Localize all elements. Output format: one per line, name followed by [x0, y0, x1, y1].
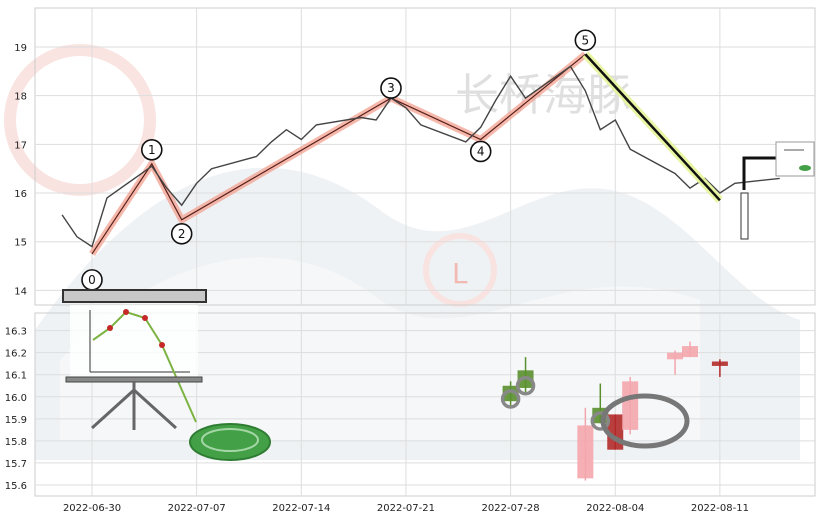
grid-lines	[35, 8, 815, 496]
candle-body	[711, 361, 728, 366]
wave-point-marker	[170, 222, 193, 245]
y-tick-label: 15.8	[5, 437, 27, 448]
top-y-axis: 14 15 16 17 18 19	[14, 43, 27, 297]
wave-point-5: 5	[574, 29, 597, 52]
y-tick-label: 16.3	[5, 327, 27, 338]
x-axis: 2022-06-30 2022-07-07 2022-07-14 2022-07-21…	[63, 503, 749, 514]
wave-point-label: 5	[582, 33, 590, 47]
trend-line	[582, 51, 723, 204]
wave-point-label: 3	[387, 81, 395, 95]
highlight-ellipse	[600, 393, 690, 449]
candle-body	[502, 385, 519, 402]
marker-box-icon	[740, 192, 749, 240]
x-tick-label: 2022-07-28	[482, 503, 540, 514]
wave-line	[91, 53, 586, 255]
candle	[577, 407, 594, 481]
candle	[622, 376, 639, 435]
candle	[667, 350, 684, 375]
y-tick-label: 17	[14, 140, 27, 151]
y-tick-label: 15.6	[5, 481, 27, 492]
wave-highlight	[89, 51, 588, 256]
wave-point-2: 2	[170, 222, 193, 245]
price-series-line	[61, 65, 780, 248]
y-tick-label: 14	[14, 286, 27, 297]
bottom-y-axis: 15.6 15.7 15.8 15.9 16.0 16.1 16.2 16.3	[5, 327, 27, 492]
wave-point-marker	[141, 139, 163, 161]
ruler-bar-icon	[62, 289, 207, 303]
y-tick-label: 16.0	[5, 393, 27, 404]
x-tick-label: 2022-08-11	[691, 503, 749, 514]
top-plot-area	[34, 7, 816, 306]
circle-marker	[590, 411, 611, 431]
y-tick-label: 15.7	[5, 459, 27, 470]
y-tick-label: 15.9	[5, 415, 27, 426]
wave-point-4: 4	[469, 140, 492, 163]
circle-marker	[500, 389, 521, 409]
wave-point-0: 0	[81, 269, 103, 291]
wave-point-label: 2	[178, 227, 186, 241]
wave-point-label: 4	[477, 144, 485, 158]
y-tick-label: 16.1	[5, 371, 27, 382]
x-tick-label: 2022-08-04	[586, 503, 644, 514]
x-tick-label: 2022-07-07	[168, 503, 226, 514]
candle-body	[577, 425, 594, 479]
y-tick-label: 19	[14, 43, 27, 54]
y-tick-label: 15	[14, 238, 27, 249]
candle-body	[622, 381, 639, 430]
bottom-plot-area	[34, 312, 816, 497]
y-tick-label: 16.2	[5, 349, 27, 360]
wave-point-label: 1	[148, 143, 156, 157]
circle-marker	[515, 376, 536, 396]
candle	[682, 341, 698, 358]
wave-point-marker	[380, 77, 402, 99]
candle-body	[682, 346, 698, 358]
wave-point-marker	[469, 140, 492, 163]
easel-chart-icon	[65, 305, 271, 461]
background-watermark	[4, 44, 800, 460]
wave-point-label: 0	[88, 273, 96, 287]
candle	[711, 359, 728, 377]
mini-preview-icon	[742, 141, 815, 190]
x-tick-label: 2022-07-21	[377, 503, 435, 514]
x-tick-label: 2022-06-30	[63, 503, 121, 514]
watermark-badge: L	[452, 257, 468, 290]
wave-point-marker	[574, 29, 597, 52]
price-line	[61, 65, 780, 248]
wave-point-3: 3	[380, 77, 402, 99]
candle-body	[667, 352, 684, 360]
y-tick-label: 18	[14, 92, 27, 103]
x-tick-label: 2022-07-14	[272, 503, 330, 514]
trend-line-core	[584, 53, 721, 202]
wave-point-labels: 0 1 2 3 4 5	[81, 29, 597, 291]
circle-markers	[500, 376, 611, 431]
candle	[502, 381, 519, 408]
wave-point-1: 1	[141, 139, 163, 161]
y-tick-label: 16	[14, 189, 27, 200]
